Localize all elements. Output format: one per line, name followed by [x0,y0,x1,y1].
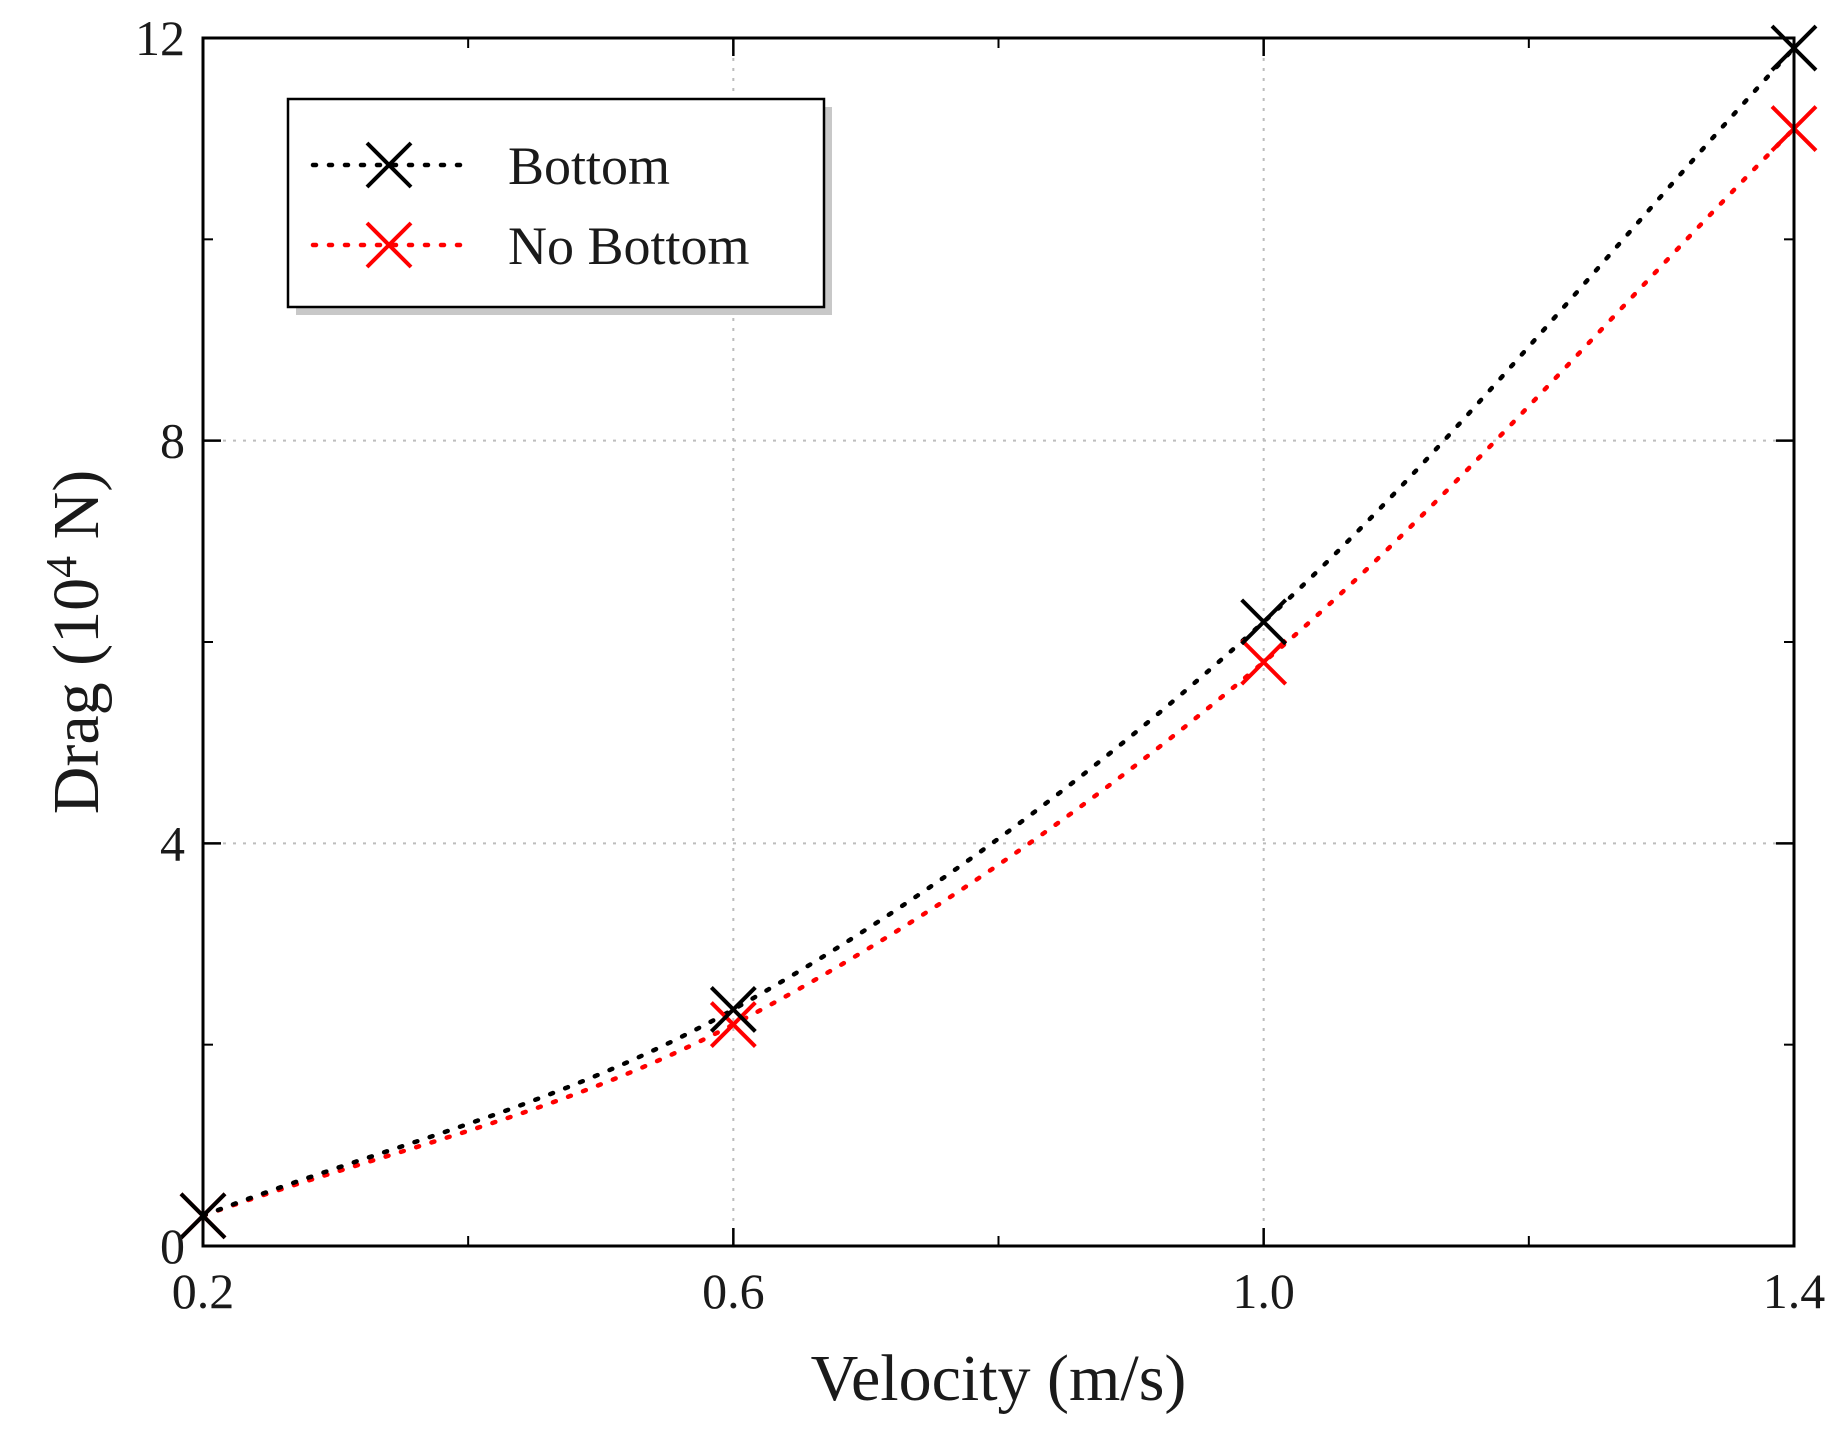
legend-label-no-bottom: No Bottom [508,216,750,276]
legend-box [286,97,826,309]
y-axis-title-tail: N) [40,470,113,556]
data-point-no-bottom [1240,638,1288,686]
y-tick-label: 8 [160,413,185,469]
y-axis-title-superscript: 4 [37,556,86,578]
marker-stroke [1240,598,1288,646]
series-lines [200,45,1797,1219]
legend-marker-no-bottom [365,221,413,269]
legend-items: Bottom No Bottom [310,136,750,276]
y-tick-label: 12 [135,10,185,66]
legend-label-bottom: Bottom [508,136,670,196]
series-line-no-bottom [200,126,1797,1219]
marker-stroke [709,1001,757,1048]
tick-labels: 0.2 0.6 1.0 1.4 0 4 8 12 [135,10,1825,1319]
y-tick-label: 0 [160,1218,185,1274]
y-tick-label: 4 [160,815,185,871]
legend: Bottom No Bottom [286,97,832,315]
marker-stroke [709,986,757,1033]
series-line-bottom [200,45,1797,1219]
marker-stroke [365,221,413,269]
plot-frame [201,36,1796,1248]
y-axis-title-main: Drag (10 [40,578,113,814]
y-axis-title: Drag (104 N) [37,470,113,815]
legend-marker-bottom [365,141,413,189]
data-point-bottom [709,986,757,1033]
data-point-no-bottom [709,1001,757,1048]
x-tick-label: 1.4 [1763,1263,1826,1319]
data-point-bottom [1240,598,1288,646]
x-axis-title: Velocity (m/s) [811,1342,1187,1415]
marker-stroke [1240,638,1288,686]
marker-stroke [365,141,413,189]
x-tick-label: 0.6 [702,1263,765,1319]
x-tick-label: 1.0 [1232,1263,1295,1319]
x-tick-label: 0.2 [172,1263,235,1319]
